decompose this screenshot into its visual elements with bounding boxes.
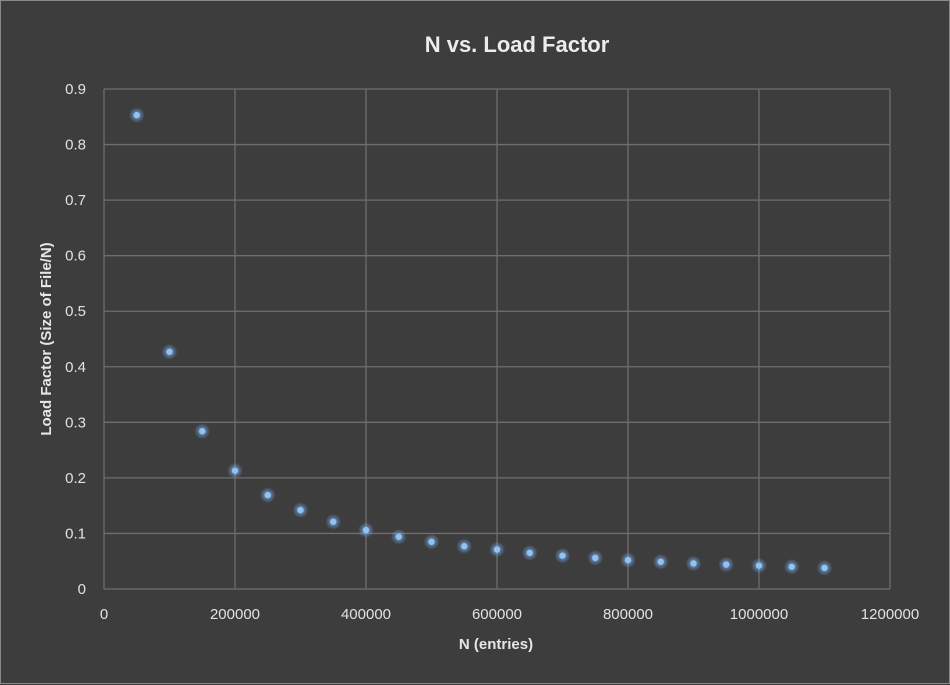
data-point (657, 558, 664, 565)
data-point (559, 552, 566, 559)
data-point (461, 543, 468, 550)
y-tick-label: 0.5 (65, 303, 86, 320)
y-tick-label: 0.8 (65, 137, 86, 154)
data-point (231, 467, 239, 474)
data-point (199, 428, 206, 435)
y-tick-label: 0.9 (65, 81, 86, 98)
data-point (166, 348, 173, 355)
y-tick-label: 0 (78, 581, 86, 598)
x-tick-label: 0 (100, 606, 108, 623)
data-point (788, 563, 795, 570)
data-point (395, 533, 402, 540)
data-point (592, 554, 599, 562)
data-point (493, 546, 501, 553)
data-point (723, 561, 730, 568)
data-point (297, 506, 304, 514)
gridlines (103, 88, 891, 590)
x-tick-label: 400000 (341, 606, 391, 623)
x-axis-title: N (entries) (459, 636, 533, 653)
y-tick-label: 0.3 (65, 414, 86, 431)
chart-title: N vs. Load Factor (425, 32, 610, 57)
y-tick-label: 0.6 (65, 248, 86, 265)
data-point (624, 556, 632, 564)
data-point (821, 564, 828, 572)
x-tick-label: 600000 (472, 606, 522, 623)
data-point (755, 562, 763, 569)
y-tick-label: 0.1 (65, 525, 86, 542)
x-tick-label: 1200000 (861, 606, 919, 623)
data-point (133, 111, 140, 119)
data-points (128, 107, 833, 576)
data-point (362, 526, 370, 534)
y-tick-label: 0.7 (65, 192, 86, 209)
x-tick-label: 1000000 (730, 606, 788, 623)
y-tick-label: 0.4 (65, 359, 86, 376)
data-point (526, 549, 533, 557)
x-tick-label: 200000 (210, 606, 260, 623)
data-point (330, 518, 337, 525)
y-axis-title: Load Factor (Size of File/N) (38, 242, 55, 435)
x-tick-label: 800000 (603, 606, 653, 623)
data-point (690, 560, 697, 567)
data-point (428, 538, 435, 545)
y-tick-label: 0.2 (65, 470, 86, 487)
tick-labels: 0 0.1 0.2 0.3 0.4 0.5 0.6 0.7 0.8 0.9 0 200000 40000… (65, 81, 919, 623)
data-point (264, 491, 271, 499)
